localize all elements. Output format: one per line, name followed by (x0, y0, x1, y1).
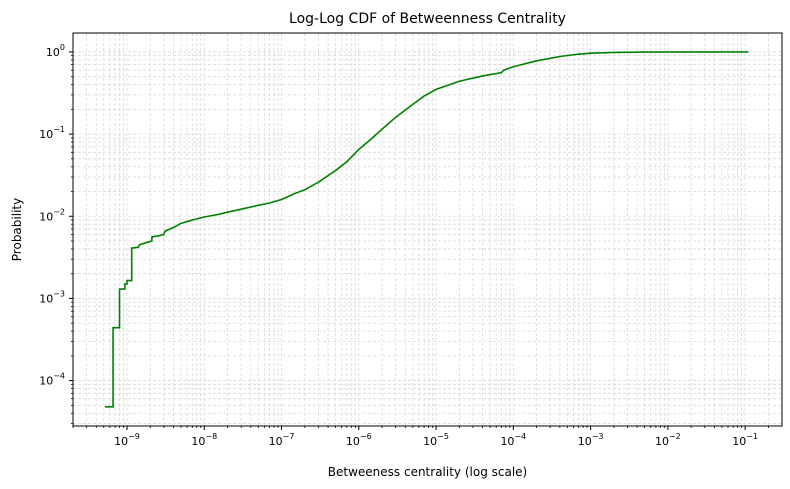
x-tick-label: 10−7 (269, 432, 295, 448)
y-axis-label: Probability (10, 198, 24, 261)
grid-lines (72, 33, 782, 426)
x-tick-label: 10−2 (655, 432, 681, 448)
x-tick-label: 10−6 (346, 432, 372, 448)
x-tick-label: 10−9 (114, 432, 140, 448)
y-tick-label: 10−1 (39, 125, 65, 141)
x-tick-label: 10−5 (423, 432, 449, 448)
x-tick-label: 10−4 (500, 432, 526, 448)
plot-frame (72, 32, 783, 427)
x-tick-label: 10−1 (732, 432, 758, 448)
chart-title: Log-Log CDF of Betweenness Centrality (289, 11, 566, 27)
y-tick-label: 100 (46, 43, 65, 59)
y-tick-label: 10−2 (39, 207, 65, 223)
x-tick-label: 10−3 (578, 432, 604, 448)
x-tick-label: 10−8 (191, 432, 217, 448)
cdf-line (105, 51, 749, 408)
axis-ticks: 10−9 10−8 10−7 10−6 10−5 10−4 10−3 10−2 10−1 10−4… (39, 43, 769, 448)
x-axis-label: Betweeness centrality (log scale) (328, 465, 527, 479)
y-tick-label: 10−4 (39, 372, 65, 388)
y-tick-label: 10−3 (39, 289, 65, 305)
